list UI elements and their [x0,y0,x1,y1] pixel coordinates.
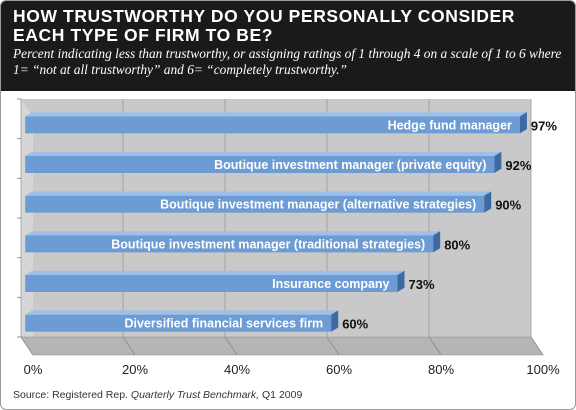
x-tick-label: 80% [428,362,454,377]
x-tick-label: 100% [526,362,560,377]
bar [25,314,332,332]
chart-floor [20,336,544,356]
bar-top [25,231,441,236]
bar-value-label: 73% [409,277,435,292]
bar-value-label: 92% [505,158,531,173]
bar-category-label: Boutique investment manager (private equ… [214,158,486,172]
bar-top [25,191,492,196]
bar-category-label: Boutique investment manager (alternative… [160,198,476,212]
floor-tick-40 [224,336,238,356]
source-note: Source: Registered Rep. Quarterly Trust … [13,389,302,401]
bar [25,156,495,173]
source-publication: Quarterly Trust Benchmark, [130,389,260,401]
bar-category-label: Hedge fund manager [388,118,512,132]
floor-tick-20 [122,336,136,356]
bar-value-label: 60% [342,317,368,332]
floor-tick-100 [530,336,544,356]
chart-header: HOW TRUSTWORTHY DO YOU PERSONALLY CONSID… [1,1,575,91]
bar-top [25,151,502,156]
bar-top [25,270,405,275]
bar-end [397,270,405,292]
chart-title: HOW TRUSTWORTHY DO YOU PERSONALLY CONSID… [13,6,515,45]
chart-subtitle: Percent indicating less than trustworthy… [13,46,562,77]
bar-value-label: 97% [531,118,557,133]
bar [25,275,398,292]
bar-chart: 0% 20% 40% 60% 80% 100% Hedge fund manager 97% B… [17,98,560,377]
source-prefix: Source: Registered Rep. [13,389,128,401]
bar-end [484,191,492,213]
bar [25,116,520,134]
source-suffix: Q1 2009 [262,389,303,401]
bar-category-label: Insurance company [272,277,389,291]
floor-tick-80 [428,336,442,356]
bar-end [519,112,527,134]
bar-value-label: 90% [495,198,521,213]
x-tick-label: 60% [326,362,352,377]
x-tick-label: 40% [224,362,250,377]
bar-value-label: 80% [444,237,470,252]
bar-end [433,231,441,253]
floor-tick-0 [20,336,34,356]
bar [25,235,434,253]
floor-tick-60 [326,336,340,356]
bar-category-label: Diversified financial services firm [124,317,323,331]
bar-top [25,310,339,315]
bar [25,195,485,213]
bar-category-label: Boutique investment manager (traditional… [111,237,425,251]
x-tick-label: 0% [24,362,43,377]
bar-top [25,112,527,117]
chart-back-wall [21,99,531,337]
bar-end [494,151,502,173]
bar-end [331,310,339,332]
x-tick-label: 20% [122,362,148,377]
